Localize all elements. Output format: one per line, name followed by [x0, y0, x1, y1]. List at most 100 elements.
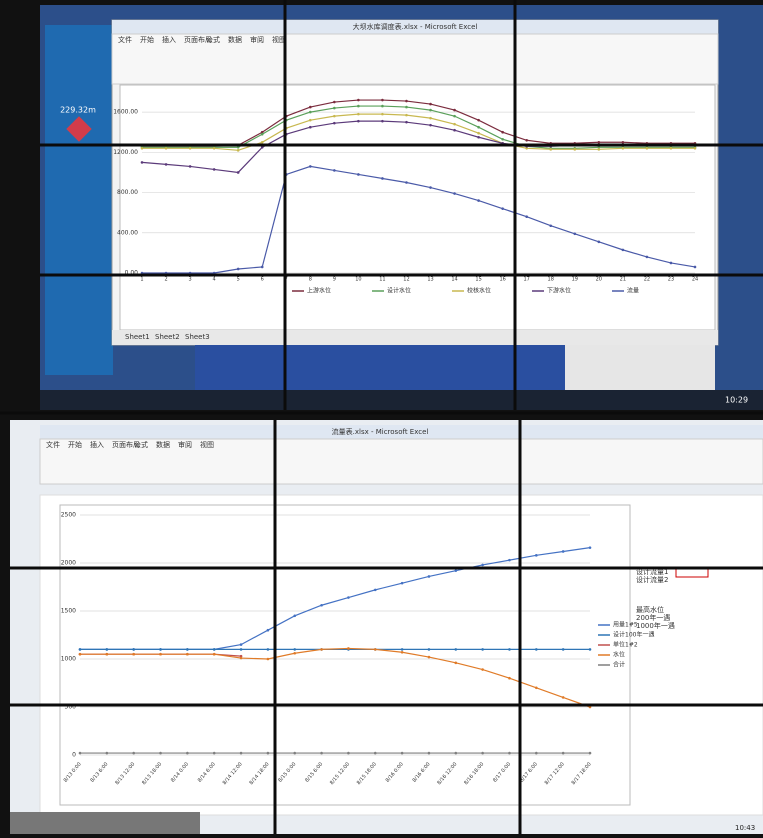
x-tick-label: 11: [379, 277, 385, 283]
y-tick-label: 1600.00: [113, 109, 138, 116]
data-point: [598, 141, 601, 144]
data-point: [477, 132, 480, 135]
data-point: [381, 113, 384, 116]
ribbon-tab: 数据: [156, 440, 170, 449]
data-point: [428, 575, 431, 578]
legend-label: 下游水位: [547, 287, 571, 295]
data-point: [357, 113, 360, 116]
data-point: [165, 147, 168, 150]
data-point: [481, 564, 484, 567]
data-point: [481, 668, 484, 671]
data-point: [381, 177, 384, 180]
data-point: [535, 752, 538, 755]
data-point: [106, 648, 109, 651]
data-point: [333, 122, 336, 125]
data-point: [453, 129, 456, 132]
data-point: [622, 249, 625, 252]
data-point: [333, 115, 336, 118]
data-point: [374, 589, 377, 592]
data-point: [405, 106, 408, 109]
data-point: [240, 657, 243, 660]
data-point: [428, 752, 431, 755]
x-tick-label: 17: [524, 277, 530, 283]
chart-area: [120, 85, 715, 330]
data-point: [454, 752, 457, 755]
data-point: [189, 147, 192, 150]
data-point: [535, 648, 538, 651]
data-point: [508, 677, 511, 680]
ribbon-tab: 开始: [68, 440, 82, 449]
data-point: [381, 120, 384, 123]
data-point: [562, 696, 565, 699]
side-label: 设计流量2: [636, 575, 668, 584]
data-point: [189, 165, 192, 168]
x-tick-label: 5: [237, 277, 240, 283]
ribbon-tab: 插入: [90, 440, 104, 449]
data-point: [477, 119, 480, 122]
data-point: [261, 266, 264, 269]
photo: 229.32m 大坝水库调度表.xlsx - Microsoft Excel 1…: [0, 0, 763, 834]
data-point: [79, 752, 82, 755]
data-point: [159, 752, 162, 755]
data-point: [401, 648, 404, 651]
ribbon-tab: 文件: [118, 35, 132, 44]
x-tick-label: 20: [596, 277, 602, 283]
window-title: 流量表.xlsx - Microsoft Excel: [332, 427, 429, 436]
data-point: [333, 101, 336, 104]
ribbon-tab: 开始: [140, 35, 154, 44]
side-label: 200年一遇: [636, 613, 670, 622]
data-point: [293, 652, 296, 655]
data-point: [622, 147, 625, 150]
data-point: [429, 117, 432, 120]
x-tick-label: 15: [475, 277, 481, 283]
data-point: [694, 147, 697, 150]
data-point: [213, 168, 216, 171]
legend-label: 设计水位: [387, 287, 411, 295]
data-point: [357, 120, 360, 123]
legend-label: 设计100年一遇: [613, 631, 654, 639]
ribbon-tab: 插入: [162, 35, 176, 44]
data-point: [670, 147, 673, 150]
data-point: [141, 161, 144, 164]
data-point: [428, 656, 431, 659]
legend-label: 合计: [613, 661, 625, 669]
x-tick-label: 18: [548, 277, 554, 283]
data-point: [132, 653, 135, 656]
data-point: [477, 126, 480, 129]
data-point: [293, 752, 296, 755]
x-tick-label: 23: [668, 277, 674, 283]
side-label: 1000年一遇: [636, 621, 675, 630]
data-point: [381, 105, 384, 108]
data-point: [401, 651, 404, 654]
data-point: [501, 131, 504, 134]
x-tick-label: 22: [644, 277, 650, 283]
data-point: [213, 653, 216, 656]
legend-label: 校核水位: [467, 287, 491, 295]
data-point: [429, 109, 432, 112]
data-point: [508, 648, 511, 651]
data-point: [237, 171, 240, 174]
laptop-edge: [10, 812, 200, 834]
x-tick-label: 3: [188, 277, 191, 283]
data-point: [481, 648, 484, 651]
data-point: [347, 647, 350, 650]
x-tick-label: 9: [333, 277, 336, 283]
data-point: [573, 148, 576, 151]
data-point: [405, 121, 408, 124]
data-point: [261, 141, 264, 144]
data-point: [309, 165, 312, 168]
data-point: [333, 107, 336, 110]
data-point: [573, 232, 576, 235]
ribbon: [40, 439, 763, 484]
ribbon-tab: 公式: [134, 440, 148, 449]
data-point: [501, 207, 504, 210]
legend-label: 单位1#2: [613, 641, 638, 649]
data-point: [186, 752, 189, 755]
data-point: [589, 648, 592, 651]
legend-label: 水位: [613, 651, 625, 659]
x-tick-label: 19: [572, 277, 578, 283]
data-point: [405, 181, 408, 184]
data-point: [79, 653, 82, 656]
data-point: [562, 648, 565, 651]
y-tick-label: 2500: [61, 512, 76, 519]
